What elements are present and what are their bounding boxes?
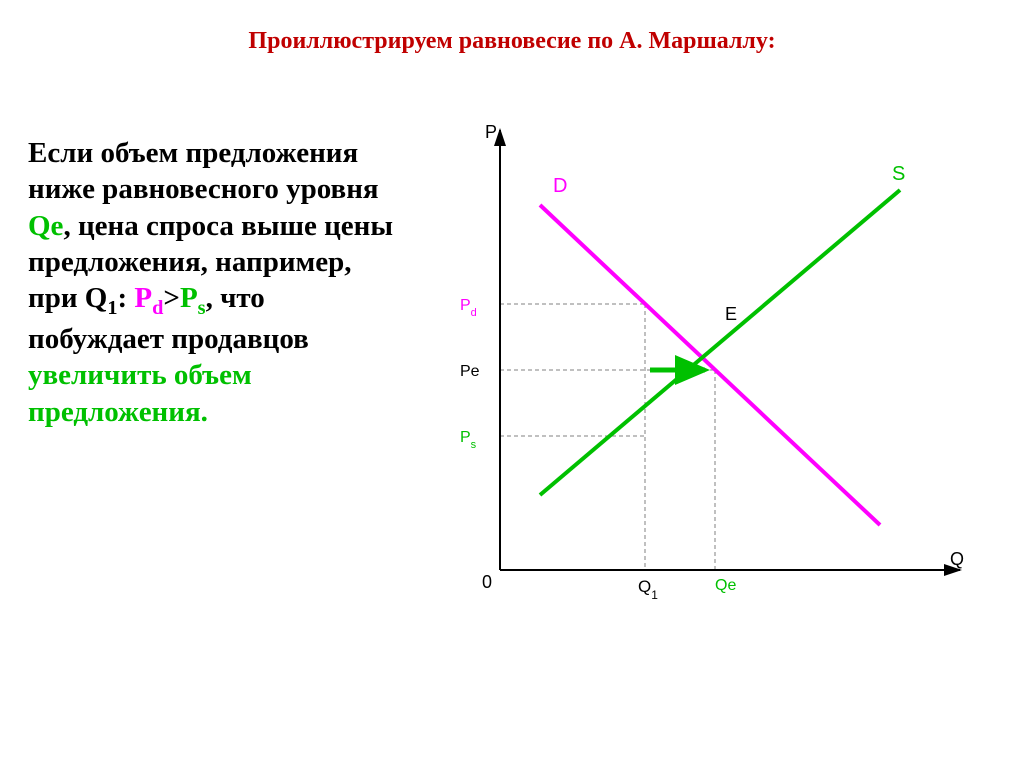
title-text: Проиллюстрируем равновесие по А. Маршалл… (248, 28, 775, 54)
q1-label: Q1 (638, 577, 658, 602)
text-fragment: s (198, 297, 206, 319)
qe-label: Qe (715, 577, 736, 594)
text-fragment: : (118, 282, 135, 314)
text-fragment: Если объем предложения ниже равновесного… (28, 137, 379, 205)
text-fragment: увеличить объем предложения. (28, 359, 252, 427)
pd-label: Pd (460, 297, 477, 319)
text-fragment: P (134, 282, 152, 314)
supply-label: S (892, 163, 905, 185)
x-axis-label: Q (950, 549, 964, 569)
page-title: Проиллюстрируем равновесие по А. Маршалл… (0, 28, 1024, 55)
y-axis-label: P (485, 122, 497, 142)
text-fragment: > (163, 282, 180, 314)
supply-demand-chart: Q P 0 D S E Q1 Qe Pd Pe Ps (420, 120, 980, 620)
demand-curve (540, 205, 880, 525)
text-fragment: 1 (107, 297, 117, 319)
equilibrium-label: E (725, 304, 737, 324)
demand-label: D (553, 175, 567, 197)
text-fragment: d (152, 297, 163, 319)
supply-curve (540, 190, 900, 495)
pe-label: Pe (460, 363, 480, 380)
text-fragment: Q (85, 282, 108, 314)
text-fragment: P (180, 282, 198, 314)
explanation-paragraph: Если объем предложения ниже равновесного… (28, 135, 398, 430)
ps-label: Ps (460, 429, 477, 451)
origin-label: 0 (482, 572, 492, 592)
text-fragment: Qe (28, 210, 63, 242)
